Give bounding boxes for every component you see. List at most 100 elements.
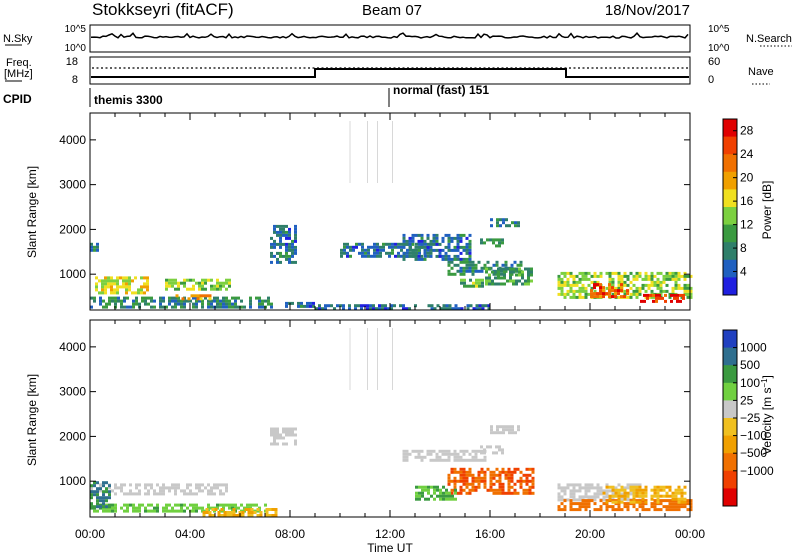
echo-cell <box>457 307 461 311</box>
echo-cell <box>665 494 669 498</box>
echo-cell <box>240 503 243 507</box>
echo-cell <box>593 295 596 299</box>
echo-cell <box>489 485 493 489</box>
echo-cell <box>352 245 355 249</box>
echo-cell <box>382 242 385 246</box>
echo-cell <box>207 483 210 487</box>
echo-cell <box>99 499 102 503</box>
echo-cell <box>456 479 460 483</box>
echo-cell <box>189 503 192 507</box>
echo-cell <box>459 476 463 480</box>
echo-cell <box>674 502 678 506</box>
echo-cell <box>90 305 93 309</box>
echo-cell <box>626 502 630 506</box>
echo-cell <box>400 248 403 252</box>
echo-cell <box>491 270 494 274</box>
echo-cell <box>629 499 633 503</box>
echo-cell <box>638 485 642 489</box>
echo-cell <box>288 254 291 258</box>
echo-cell <box>611 499 615 503</box>
echo-cell <box>593 289 597 293</box>
echo-cell <box>213 492 216 496</box>
echo-cell <box>288 433 291 437</box>
echo-cell <box>530 279 533 283</box>
echo-cell <box>462 482 466 486</box>
echo-cell <box>450 491 454 495</box>
echo-cell <box>312 301 315 305</box>
echo-cell <box>525 491 529 495</box>
echo-cell <box>348 304 351 308</box>
echo-cell <box>608 489 612 493</box>
echo-cell <box>364 251 367 255</box>
echo-cell <box>489 482 493 486</box>
echo-cell <box>122 276 125 280</box>
echo-cell <box>638 292 642 296</box>
echo-cell <box>426 449 430 453</box>
echo-cell <box>587 486 591 490</box>
x-tick-label: 00:00 <box>75 527 105 541</box>
echo-cell <box>490 428 493 432</box>
echo-cell <box>132 503 135 507</box>
echo-cell <box>527 267 530 271</box>
echo-cell <box>629 292 633 296</box>
echo-cell <box>192 296 195 300</box>
echo-cell <box>488 276 491 280</box>
echo-cell <box>569 508 573 512</box>
echo-cell <box>590 274 594 278</box>
echo-cell <box>525 479 529 483</box>
echo-cell <box>665 271 669 275</box>
echo-cell <box>531 485 535 489</box>
colorbar-segment <box>723 119 737 138</box>
echo-cell <box>219 302 222 306</box>
echo-cell <box>626 508 630 512</box>
echo-cell <box>683 505 687 509</box>
echo-cell <box>99 483 102 487</box>
echo-cell <box>468 245 472 249</box>
echo-cell <box>620 494 624 498</box>
echo-cell <box>388 254 391 258</box>
power-echo-data <box>90 121 693 311</box>
echo-cell <box>294 260 297 264</box>
echo-cell <box>495 451 498 455</box>
echo-cell <box>429 251 433 255</box>
echo-cell <box>427 251 430 255</box>
echo-cell <box>285 442 288 446</box>
echo-cell <box>285 236 288 240</box>
echo-cell <box>346 251 349 255</box>
echo-cell <box>513 491 517 495</box>
echo-cell <box>483 455 487 459</box>
echo-cell <box>114 483 117 487</box>
y-tick-label: 3000 <box>59 385 86 399</box>
echo-cell <box>590 295 593 299</box>
echo-cell <box>453 455 457 459</box>
echo-cell <box>502 431 505 435</box>
freq-label: Freq. <box>6 57 32 69</box>
echo-cell <box>273 230 276 234</box>
echo-cell <box>90 493 93 497</box>
echo-cell <box>128 279 131 283</box>
cpid-segment-normal: normal (fast) 151 <box>393 83 489 97</box>
echo-cell <box>270 442 273 446</box>
echo-cell <box>650 280 654 284</box>
echo-cell <box>605 492 609 496</box>
colorbar-tick-label: −1000 <box>740 464 774 478</box>
echo-cell <box>225 503 228 507</box>
echo-cell <box>285 224 288 228</box>
echo-cell <box>655 296 658 300</box>
echo-cell <box>620 286 623 290</box>
echo-cell <box>531 470 535 474</box>
echo-cell <box>511 425 514 429</box>
echo-cell <box>162 492 165 496</box>
echo-cell <box>429 242 433 246</box>
echo-cell <box>459 470 463 474</box>
echo-cell <box>382 248 385 252</box>
echo-cell <box>623 502 627 506</box>
echo-cell <box>481 278 484 282</box>
echo-cell <box>174 296 177 300</box>
echo-cell <box>492 476 496 480</box>
echo-cell <box>635 488 639 492</box>
echo-cell <box>439 488 442 492</box>
echo-cell <box>454 491 457 495</box>
echo-cell <box>511 431 514 435</box>
echo-cell <box>686 289 690 293</box>
